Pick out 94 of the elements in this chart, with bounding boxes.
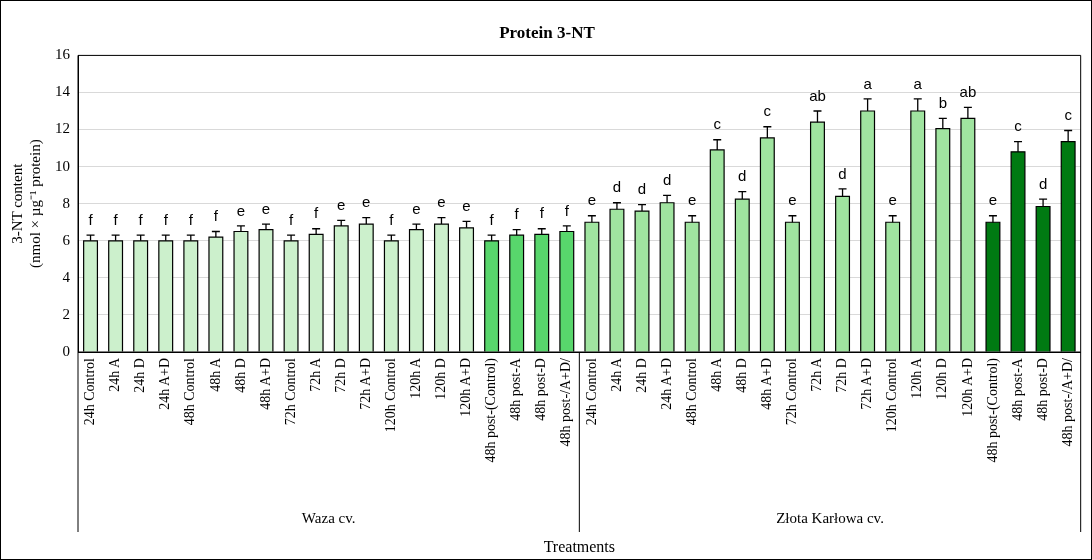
data-label: f [88, 210, 94, 228]
x-tick-label: 48h post-/A+D/ [558, 357, 574, 447]
data-label: f [539, 204, 545, 222]
data-label: d [662, 171, 672, 188]
data-label: f [163, 210, 169, 228]
x-tick-label: 48h D [232, 358, 248, 393]
data-label: e [437, 193, 446, 211]
data-label: a [913, 74, 923, 92]
x-tick-label: 24h A+D [157, 358, 173, 410]
data-label: f [389, 210, 395, 228]
y-axis-title: 3-NT content (nmol × µg⁻¹ protein) [8, 139, 44, 269]
x-tick-label: 120h A+D [959, 358, 975, 417]
x-tick-label: 24h A [107, 357, 123, 392]
y-tick-label: 12 [55, 120, 70, 137]
y-tick-label: 6 [62, 231, 71, 248]
x-tick-label: 48h post-A [508, 357, 524, 421]
data-label: f [489, 210, 495, 228]
data-label: d [612, 178, 622, 196]
y-tick-label: 2 [62, 305, 70, 322]
y-tick-label: 10 [55, 157, 70, 174]
data-label: e [261, 199, 271, 217]
x-tick-label: 72h A [809, 357, 825, 392]
x-tick-label: 24h Control [583, 357, 599, 426]
data-label: ab [809, 86, 826, 104]
data-label: e [337, 196, 346, 214]
data-label: f [138, 210, 144, 228]
x-tick-label: 120h A [408, 357, 424, 399]
data-label: d [838, 164, 847, 182]
x-tick-label: 24h A [608, 357, 624, 392]
x-axis-title: Treatments [543, 537, 616, 555]
x-tick-label: 48h post-/A+D/ [1059, 357, 1075, 447]
y-tick-label: 14 [55, 83, 71, 100]
x-tick-label: 120h D [934, 358, 950, 400]
x-tick-label: 48h D [733, 358, 749, 393]
x-tick-label: 24h D [132, 358, 148, 393]
data-label: f [113, 210, 119, 228]
text: Złota Karłowa cv. [776, 509, 884, 526]
data-label: b [938, 94, 947, 112]
x-tick-label: 120h A [909, 357, 925, 399]
x-tick-label: 48h A+D [759, 358, 775, 410]
data-label: f [188, 210, 194, 228]
x-tick-label: 120h Control [383, 357, 399, 433]
data-label: f [564, 201, 570, 219]
data-label: f [314, 204, 320, 222]
x-tick-label: 72h D [834, 358, 850, 393]
x-tick-label: 120h Control [884, 357, 900, 433]
data-label: c [763, 102, 772, 120]
data-label: e [236, 201, 246, 219]
data-label: c [1064, 106, 1073, 124]
data-label: e [687, 191, 697, 209]
data-label: e [462, 196, 471, 214]
data-label: d [1038, 174, 1048, 192]
x-tick-label: 48h post-(Control) [984, 357, 1001, 463]
x-tick-label: 48h post-A [1009, 357, 1025, 421]
data-label: e [587, 191, 597, 209]
x-tick-label: 72h Control [282, 357, 298, 426]
x-tick-label: 72h Control [784, 357, 800, 426]
data-label: f [213, 207, 219, 225]
y-tick-label: 16 [55, 46, 71, 63]
data-label: d [637, 180, 647, 198]
x-tick-label: 24h A+D [658, 358, 674, 410]
y-tick-label: 4 [62, 268, 71, 285]
x-tick-label: 48h A+D [257, 358, 273, 410]
data-label: d [738, 167, 747, 185]
x-tick-label: 48h A [708, 357, 724, 392]
data-label: ab [959, 82, 977, 100]
x-tick-label: 72h A+D [859, 358, 875, 410]
y-tick-label: 0 [62, 342, 70, 359]
data-label: f [288, 210, 294, 228]
x-tick-label: 48h Control [683, 357, 699, 426]
data-label: e [412, 199, 421, 217]
x-tick-label: 24h Control [82, 357, 98, 426]
x-tick-label: 48h A [207, 357, 223, 392]
x-tick-label: 48h post-D [533, 358, 549, 421]
data-label: e [362, 193, 371, 211]
y-tick-label: 8 [62, 194, 70, 211]
x-tick-label: 120h A+D [458, 358, 474, 417]
data-label: f [514, 205, 520, 223]
x-tick-label: 24h D [633, 358, 649, 393]
x-tick-label: 72h A+D [357, 358, 373, 410]
data-label: e [788, 191, 797, 209]
x-tick-label: 120h D [433, 358, 449, 400]
data-label: c [713, 115, 722, 133]
data-label: e [888, 191, 897, 209]
data-label: c [1014, 117, 1023, 135]
x-tick-label: 72h D [332, 358, 348, 393]
data-label: e [988, 191, 998, 209]
x-tick-label: 48h post-(Control) [483, 357, 500, 463]
chart-title: Protein 3-NT [499, 22, 596, 42]
text: Waza cv. [301, 509, 356, 526]
x-tick-label: 72h A [307, 357, 323, 392]
x-tick-label: 48h Control [182, 357, 198, 426]
x-tick-label: 48h post-D [1034, 358, 1050, 421]
data-label: a [863, 74, 873, 92]
